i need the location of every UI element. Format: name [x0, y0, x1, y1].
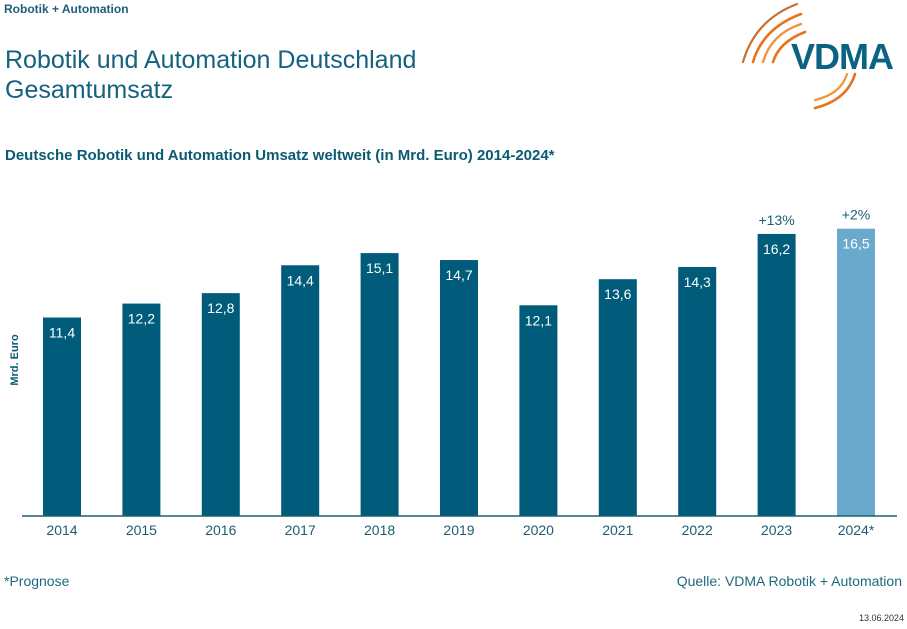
data-label: 14,4 — [287, 272, 314, 288]
bar-2020 — [519, 305, 558, 516]
x-tick-label: 2020 — [523, 522, 554, 538]
x-tick-label: 2022 — [682, 522, 713, 538]
y-axis-label: Mrd. Euro — [9, 334, 21, 386]
data-label: 13,6 — [604, 286, 631, 302]
data-label: 11,4 — [49, 325, 75, 341]
bar-2024-forecast — [837, 228, 875, 517]
bars-layer: 11,4 2014 12,2 2015 12,8 2016 14,4 2017 15,1 2018… — [43, 207, 875, 538]
data-label: 12,8 — [207, 300, 234, 316]
source-note: Quelle: VDMA Robotik + Automation — [676, 573, 902, 589]
page-title-line2: Gesamtumsatz — [5, 76, 174, 104]
bar-2021 — [598, 279, 637, 516]
bar-2014 — [43, 317, 81, 516]
footnote: *Prognose — [4, 573, 70, 589]
x-tick-label: 2019 — [443, 522, 474, 538]
x-tick-label: 2021 — [602, 522, 633, 538]
data-label: 15,1 — [366, 260, 393, 276]
date-stamp: 13.06.2024 — [858, 613, 904, 623]
data-label: 12,2 — [128, 311, 155, 327]
bar-2022 — [678, 267, 717, 516]
bar-2016 — [201, 293, 240, 516]
logo-text: VDMA — [791, 36, 894, 77]
logo-arcs-icon — [741, 2, 857, 110]
growth-annotation: +2% — [842, 207, 870, 223]
bar-2023 — [757, 233, 796, 516]
growth-annotation: +13% — [758, 212, 794, 228]
x-tick-label: 2024* — [838, 522, 875, 538]
bar-2017 — [281, 265, 320, 516]
data-label: 12,1 — [525, 312, 552, 328]
bar-2018 — [360, 253, 399, 517]
chart-title: Deutsche Robotik und Automation Umsatz w… — [5, 147, 555, 164]
x-tick-label: 2023 — [761, 522, 792, 538]
data-label: 16,5 — [842, 236, 869, 252]
section-label: Robotik + Automation — [4, 2, 129, 16]
data-label: 16,2 — [763, 241, 790, 257]
vdma-logo: VDMA — [735, 0, 907, 112]
page-title: Robotik und Automation Deutschland Gesam… — [5, 45, 416, 105]
bar-2019 — [440, 260, 478, 516]
data-label: 14,3 — [684, 274, 711, 290]
bar-chart: Mrd. Euro 11,4 2014 12,2 2015 12,8 2016 14,4 20… — [9, 207, 897, 538]
x-tick-label: 2016 — [205, 522, 236, 538]
x-tick-label: 2014 — [46, 522, 77, 538]
page-title-line1: Robotik und Automation Deutschland — [5, 46, 417, 74]
x-tick-label: 2018 — [364, 522, 395, 538]
bar-2015 — [122, 303, 161, 516]
x-tick-label: 2017 — [285, 522, 316, 538]
data-label: 14,7 — [445, 267, 472, 283]
x-tick-label: 2015 — [126, 522, 157, 538]
